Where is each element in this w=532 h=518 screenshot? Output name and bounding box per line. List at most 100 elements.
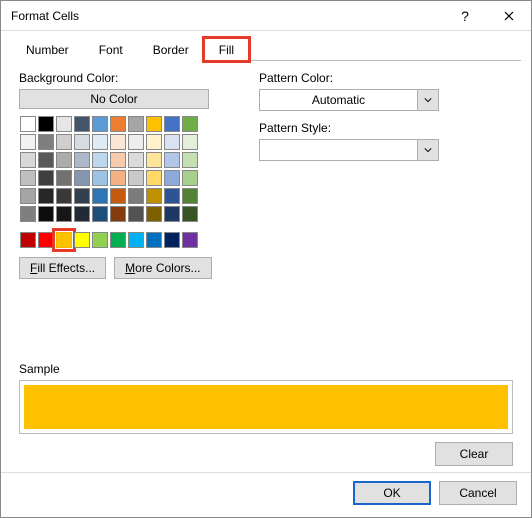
color-swatch[interactable]: [74, 232, 90, 248]
color-swatch[interactable]: [38, 206, 54, 222]
color-swatch[interactable]: [20, 152, 36, 168]
fill-effects-rest: ill Effects...: [37, 261, 95, 275]
color-swatch[interactable]: [146, 170, 162, 186]
color-swatch[interactable]: [182, 188, 198, 204]
color-swatch[interactable]: [128, 232, 144, 248]
close-button[interactable]: [487, 1, 531, 31]
color-swatch[interactable]: [146, 134, 162, 150]
color-swatch[interactable]: [128, 116, 144, 132]
right-panel: Pattern Color: Automatic Pattern Style:: [259, 71, 513, 362]
color-swatch[interactable]: [20, 232, 36, 248]
tab-number[interactable]: Number: [11, 38, 84, 61]
dialog-content: Background Color: No Color Fill Effects.…: [1, 61, 531, 362]
color-swatch[interactable]: [110, 232, 126, 248]
color-swatch[interactable]: [182, 170, 198, 186]
color-swatch[interactable]: [146, 188, 162, 204]
chevron-down-icon: [417, 89, 439, 111]
pattern-style-label: Pattern Style:: [259, 121, 513, 135]
no-color-button[interactable]: No Color: [19, 89, 209, 109]
color-swatch[interactable]: [146, 206, 162, 222]
tab-fill[interactable]: Fill: [204, 38, 249, 61]
color-swatch[interactable]: [164, 170, 180, 186]
color-swatch[interactable]: [20, 134, 36, 150]
background-color-label: Background Color:: [19, 71, 229, 85]
dialog-footer: OK Cancel: [1, 472, 531, 517]
color-swatch[interactable]: [128, 134, 144, 150]
color-swatch[interactable]: [182, 116, 198, 132]
color-swatch[interactable]: [92, 116, 108, 132]
color-swatch[interactable]: [164, 232, 180, 248]
color-swatch[interactable]: [74, 206, 90, 222]
color-swatch[interactable]: [146, 232, 162, 248]
color-swatch[interactable]: [20, 188, 36, 204]
dialog-title: Format Cells: [11, 9, 443, 23]
tab-border[interactable]: Border: [138, 38, 204, 61]
color-swatch[interactable]: [56, 188, 72, 204]
color-swatch[interactable]: [110, 188, 126, 204]
color-swatch[interactable]: [38, 170, 54, 186]
clear-button[interactable]: Clear: [435, 442, 513, 466]
color-swatch[interactable]: [20, 116, 36, 132]
color-swatch[interactable]: [38, 188, 54, 204]
color-swatch[interactable]: [74, 152, 90, 168]
tab-font[interactable]: Font: [84, 38, 138, 61]
color-swatch[interactable]: [20, 170, 36, 186]
color-swatch[interactable]: [110, 170, 126, 186]
color-swatch[interactable]: [20, 206, 36, 222]
color-swatch[interactable]: [74, 170, 90, 186]
sample-fill: [24, 385, 508, 429]
color-swatch[interactable]: [74, 188, 90, 204]
color-swatch[interactable]: [56, 152, 72, 168]
cancel-button[interactable]: Cancel: [439, 481, 517, 505]
format-cells-dialog: Format Cells ? NumberFontBorderFill Back…: [0, 0, 532, 518]
color-swatch[interactable]: [92, 152, 108, 168]
fill-effects-button[interactable]: Fill Effects...: [19, 257, 106, 279]
color-swatch[interactable]: [128, 206, 144, 222]
color-swatch[interactable]: [74, 116, 90, 132]
color-swatch[interactable]: [56, 206, 72, 222]
color-swatch[interactable]: [164, 206, 180, 222]
theme-color-grid: [19, 115, 207, 223]
color-swatch[interactable]: [56, 116, 72, 132]
color-swatch[interactable]: [92, 170, 108, 186]
color-swatch[interactable]: [38, 116, 54, 132]
color-swatch[interactable]: [56, 134, 72, 150]
color-swatch[interactable]: [110, 206, 126, 222]
color-swatch[interactable]: [128, 188, 144, 204]
color-swatch[interactable]: [164, 188, 180, 204]
chevron-down-icon: [417, 139, 439, 161]
color-swatch[interactable]: [182, 206, 198, 222]
ok-button[interactable]: OK: [353, 481, 431, 505]
help-button[interactable]: ?: [443, 1, 487, 31]
color-swatch[interactable]: [38, 134, 54, 150]
more-colors-button[interactable]: More Colors...: [114, 257, 211, 279]
color-swatch[interactable]: [56, 232, 72, 248]
color-swatch[interactable]: [182, 232, 198, 248]
color-swatch[interactable]: [92, 206, 108, 222]
tab-strip: NumberFontBorderFill: [11, 37, 521, 61]
color-swatch[interactable]: [164, 152, 180, 168]
color-swatch[interactable]: [182, 134, 198, 150]
color-swatch[interactable]: [110, 116, 126, 132]
color-swatch[interactable]: [92, 188, 108, 204]
color-swatch[interactable]: [164, 134, 180, 150]
color-swatch[interactable]: [164, 116, 180, 132]
color-swatch[interactable]: [128, 152, 144, 168]
color-swatch[interactable]: [146, 152, 162, 168]
more-colors-rest: ore Colors...: [135, 261, 200, 275]
color-swatch[interactable]: [56, 170, 72, 186]
color-swatch[interactable]: [92, 134, 108, 150]
color-swatch[interactable]: [110, 134, 126, 150]
pattern-color-combo[interactable]: Automatic: [259, 89, 439, 111]
sample-area: Sample: [19, 362, 513, 434]
color-swatch[interactable]: [38, 232, 54, 248]
color-swatch[interactable]: [74, 134, 90, 150]
color-swatch[interactable]: [182, 152, 198, 168]
color-swatch[interactable]: [110, 152, 126, 168]
color-swatch[interactable]: [146, 116, 162, 132]
color-swatch[interactable]: [38, 152, 54, 168]
color-swatch[interactable]: [92, 232, 108, 248]
pattern-style-combo[interactable]: [259, 139, 439, 161]
color-swatch[interactable]: [128, 170, 144, 186]
pattern-color-value: Automatic: [312, 93, 365, 107]
